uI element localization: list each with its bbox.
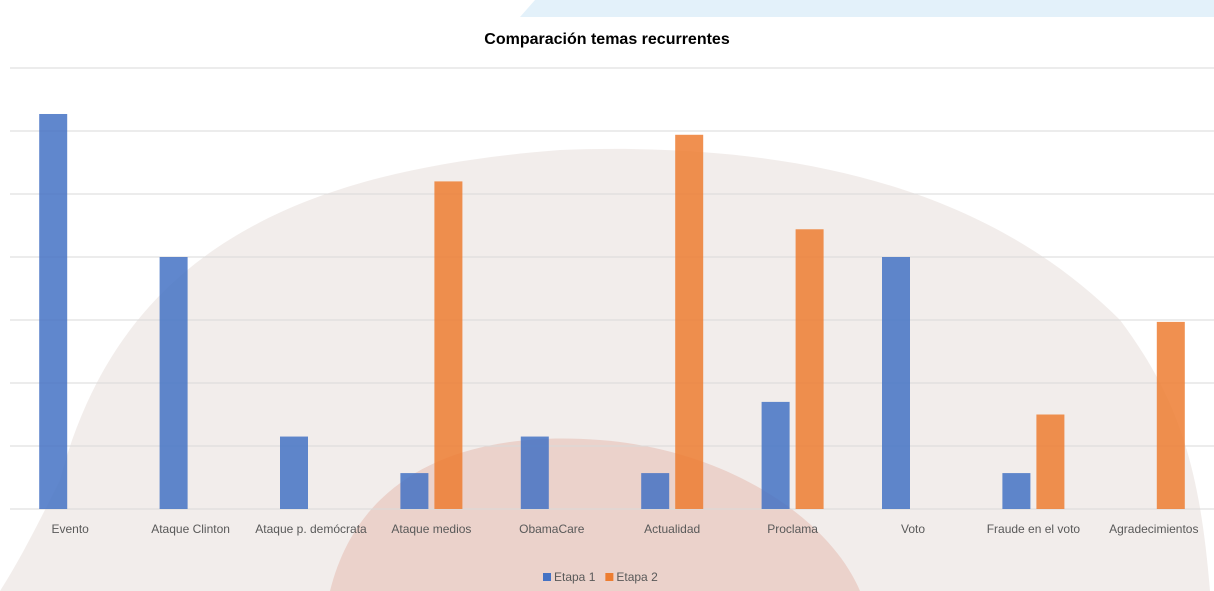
background-image <box>330 438 860 591</box>
chart-title: Comparación temas recurrentes <box>484 31 730 48</box>
x-tick-label: Agradecimientos <box>1109 522 1199 536</box>
x-tick-label: Ataque Clinton <box>151 522 230 536</box>
bar <box>1156 321 1185 509</box>
legend: Etapa 1 Etapa 2 <box>543 570 658 584</box>
x-tick-label: Evento <box>51 522 89 536</box>
bar <box>400 473 429 509</box>
bar <box>159 257 188 509</box>
x-tick-label: Proclama <box>767 522 818 536</box>
bar <box>280 436 308 509</box>
legend-label: Etapa 1 <box>554 570 596 584</box>
bar <box>434 181 463 509</box>
bar <box>882 257 910 509</box>
bar <box>1036 414 1065 509</box>
bar <box>641 473 670 509</box>
legend-swatch <box>605 573 614 581</box>
legend-label: Etapa 2 <box>616 570 658 584</box>
bar <box>39 113 68 510</box>
legend-swatch <box>543 573 551 581</box>
x-tick-label: Actualidad <box>644 522 701 536</box>
x-tick-label: Fraude en el voto <box>986 522 1081 536</box>
bar <box>761 401 790 509</box>
bar <box>795 229 824 509</box>
bar <box>675 134 704 509</box>
x-tick-label: Voto <box>900 522 926 536</box>
x-tick-label: Ataque p. demócrata <box>255 522 367 536</box>
x-tick-label: ObamaCare <box>519 522 585 536</box>
x-tick-label: Ataque medios <box>391 522 472 536</box>
top-strip <box>520 0 1214 17</box>
bar <box>1002 473 1031 509</box>
bar <box>520 436 549 509</box>
